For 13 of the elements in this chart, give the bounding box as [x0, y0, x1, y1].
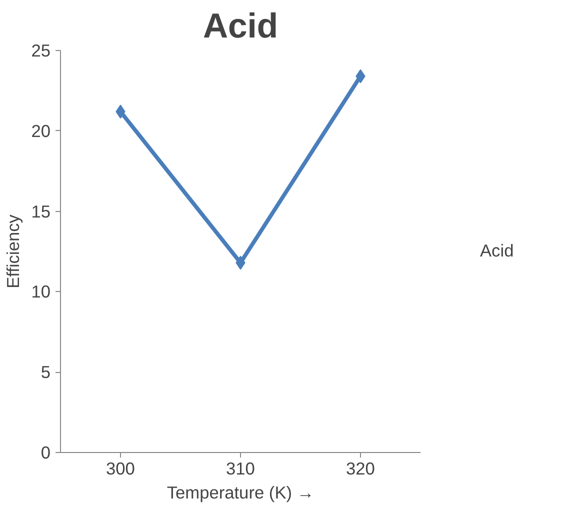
y-tick-label: 20: [31, 120, 51, 141]
x-axis-title: Temperature (K) →: [166, 482, 314, 502]
y-axis-title: Efficiency: [3, 214, 24, 288]
chart-title: Acid: [202, 8, 278, 46]
y-tick-label: 15: [31, 201, 51, 222]
x-tick-label: 310: [226, 458, 255, 478]
y-tick-label: 25: [31, 40, 51, 60]
text: Acid: [480, 240, 514, 262]
y-tick-label: 10: [31, 282, 51, 302]
y-tick-label: 0: [40, 442, 51, 462]
x-tick-label: 320: [346, 458, 375, 478]
y-tick-label: 5: [40, 362, 51, 382]
x-tick-label: 300: [106, 458, 135, 478]
